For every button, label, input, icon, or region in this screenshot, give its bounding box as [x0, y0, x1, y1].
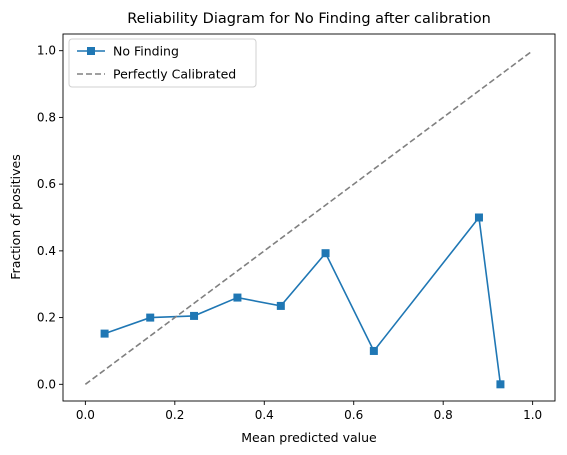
y-tick-label: 0.0 — [37, 377, 56, 391]
legend-label: No Finding — [113, 44, 179, 59]
plot-area: 0.0 0.2 0.4 0.6 0.8 1.0 0.0 0.2 0.4 0.6 0.8 1.0 — [37, 33, 556, 422]
legend-swatch-marker — [87, 47, 95, 55]
no-finding-line — [104, 215, 502, 385]
no-finding-point — [276, 301, 285, 310]
x-tick-label: 1.0 — [523, 408, 542, 422]
chart-title: Reliability Diagram for No Finding after… — [127, 11, 491, 27]
y-tick-label: 0.8 — [37, 110, 56, 124]
perfect-calibration-line — [84, 50, 534, 385]
y-axis-label: Fraction of positives — [8, 154, 23, 279]
y-tick-label: 1.0 — [37, 44, 56, 58]
no-finding-point — [496, 380, 505, 389]
no-finding-point — [369, 346, 378, 355]
y-tick-label: 0.2 — [37, 311, 56, 325]
y-tick-label: 0.6 — [37, 177, 56, 191]
legend-box — [68, 38, 257, 88]
x-tick-label: 0.4 — [255, 408, 274, 422]
no-finding-point — [190, 311, 199, 320]
x-tick-label: 0.8 — [434, 408, 453, 422]
x-axis-label: Mean predicted value — [241, 430, 377, 445]
no-finding-point — [146, 313, 155, 322]
no-finding-point — [321, 249, 330, 258]
plot-frame — [62, 33, 556, 402]
legend-label: Perfectly Calibrated — [113, 67, 236, 82]
y-tick-label: 0.4 — [37, 244, 56, 258]
legend: No Finding Perfectly Calibrated — [68, 38, 257, 88]
no-finding-point — [100, 329, 109, 338]
no-finding-point — [233, 293, 242, 302]
no-finding-point — [474, 213, 483, 222]
x-tick-label: 0.2 — [165, 408, 184, 422]
x-tick-label: 0.0 — [76, 408, 95, 422]
x-tick-label: 0.6 — [344, 408, 363, 422]
